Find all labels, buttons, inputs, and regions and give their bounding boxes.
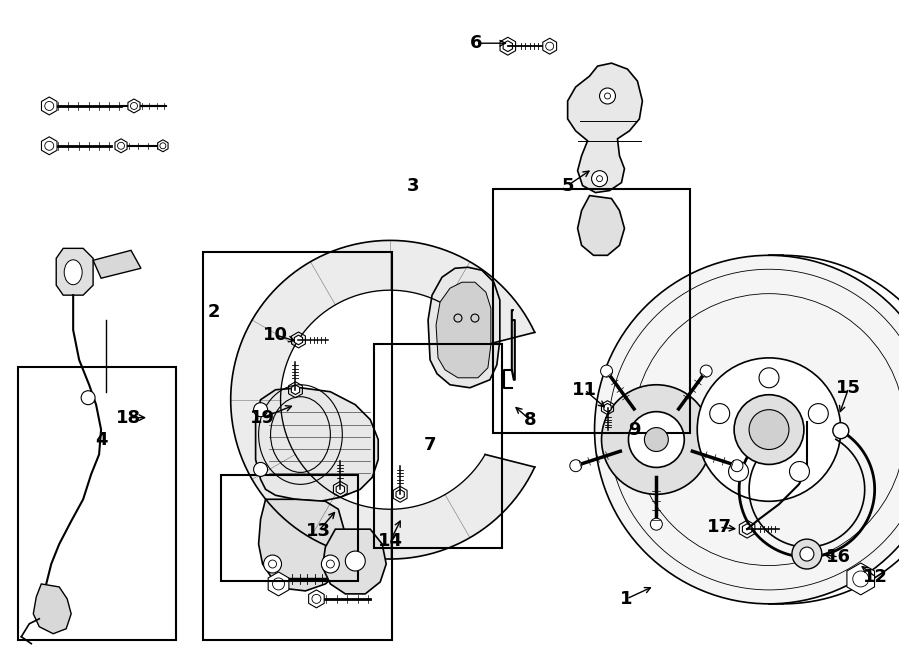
Polygon shape (33, 584, 71, 634)
Text: 12: 12 (863, 568, 888, 586)
Text: 15: 15 (836, 379, 861, 397)
Polygon shape (337, 485, 345, 494)
Circle shape (321, 555, 339, 573)
Circle shape (808, 404, 828, 424)
Polygon shape (128, 99, 140, 113)
Polygon shape (322, 529, 386, 594)
Polygon shape (41, 97, 57, 115)
Polygon shape (230, 241, 535, 559)
Polygon shape (294, 335, 302, 345)
Circle shape (601, 385, 711, 494)
Polygon shape (604, 403, 611, 412)
Text: 14: 14 (378, 532, 402, 550)
Circle shape (759, 368, 779, 388)
Text: 6: 6 (470, 34, 482, 52)
Text: 2: 2 (208, 303, 220, 321)
Circle shape (765, 423, 781, 439)
Text: 19: 19 (250, 408, 275, 426)
Circle shape (81, 391, 95, 405)
Polygon shape (268, 572, 289, 596)
Text: 9: 9 (628, 420, 641, 439)
Circle shape (570, 459, 581, 472)
Polygon shape (503, 41, 512, 52)
Circle shape (254, 403, 267, 416)
Text: 8: 8 (524, 410, 536, 428)
Text: 17: 17 (706, 518, 732, 536)
Circle shape (832, 423, 849, 439)
Text: 4: 4 (94, 430, 107, 449)
Circle shape (729, 461, 749, 481)
Polygon shape (309, 590, 324, 608)
Polygon shape (543, 38, 556, 54)
Circle shape (628, 412, 684, 467)
Circle shape (789, 461, 809, 481)
Polygon shape (436, 282, 490, 378)
Polygon shape (568, 63, 643, 192)
Polygon shape (847, 563, 875, 595)
Ellipse shape (64, 260, 82, 285)
Circle shape (591, 171, 608, 186)
Text: 7: 7 (424, 436, 436, 453)
Circle shape (651, 518, 662, 530)
Circle shape (749, 410, 789, 449)
Circle shape (734, 395, 804, 465)
Polygon shape (428, 267, 500, 388)
Circle shape (346, 551, 365, 571)
Polygon shape (578, 196, 625, 255)
Circle shape (644, 428, 669, 451)
Circle shape (600, 365, 613, 377)
Text: 10: 10 (263, 326, 288, 344)
Circle shape (264, 555, 282, 573)
Polygon shape (93, 251, 141, 278)
Circle shape (700, 365, 712, 377)
Polygon shape (115, 139, 127, 153)
Circle shape (599, 88, 616, 104)
Text: 5: 5 (562, 176, 574, 194)
Polygon shape (742, 524, 752, 535)
Circle shape (800, 547, 814, 561)
Circle shape (792, 539, 822, 569)
Circle shape (254, 463, 267, 477)
Text: 3: 3 (407, 176, 419, 194)
Polygon shape (292, 385, 300, 395)
Text: 18: 18 (116, 408, 141, 426)
Circle shape (731, 459, 742, 472)
Text: 1: 1 (620, 590, 633, 608)
Circle shape (595, 255, 900, 604)
Polygon shape (158, 140, 168, 152)
Polygon shape (256, 388, 378, 501)
Polygon shape (41, 137, 57, 155)
Polygon shape (258, 499, 348, 591)
Text: 11: 11 (572, 381, 597, 399)
Text: 13: 13 (306, 522, 331, 540)
Text: 16: 16 (826, 548, 851, 566)
Circle shape (698, 358, 841, 501)
Circle shape (710, 404, 730, 424)
Polygon shape (396, 490, 404, 499)
Polygon shape (56, 249, 93, 295)
